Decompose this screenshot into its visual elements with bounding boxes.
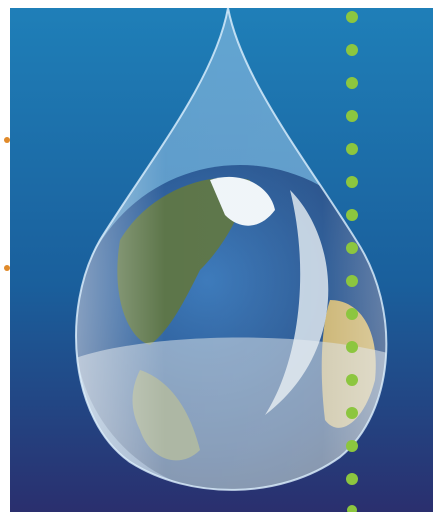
bullet-dot (4, 137, 10, 143)
drop-outline (75, 7, 388, 491)
dot-column (346, 11, 358, 512)
bullet-dot (4, 265, 10, 271)
